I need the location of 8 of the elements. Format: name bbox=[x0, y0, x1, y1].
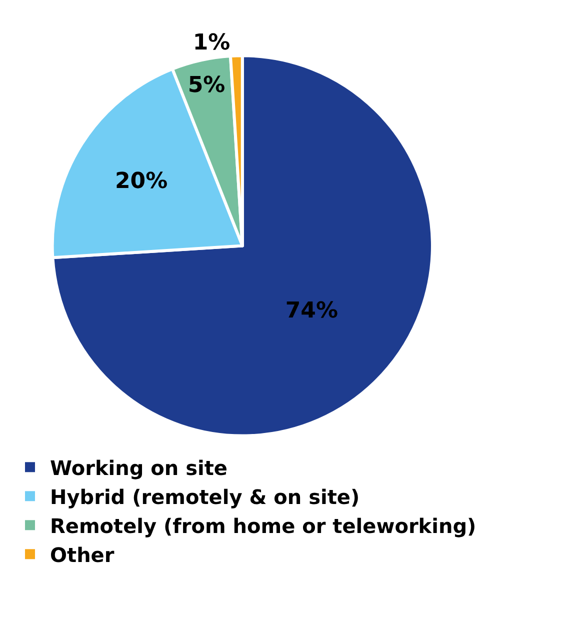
data-label: 5% bbox=[188, 72, 226, 98]
legend-label: Working on site bbox=[50, 456, 228, 480]
legend-label: Hybrid (remotely & on site) bbox=[50, 484, 360, 509]
data-label: 1% bbox=[192, 30, 230, 56]
legend-label: Remotely (from home or teleworking) bbox=[50, 514, 476, 538]
data-label: 20% bbox=[114, 169, 168, 194]
legend-label: Other bbox=[50, 542, 114, 567]
data-label: 74% bbox=[285, 298, 338, 324]
